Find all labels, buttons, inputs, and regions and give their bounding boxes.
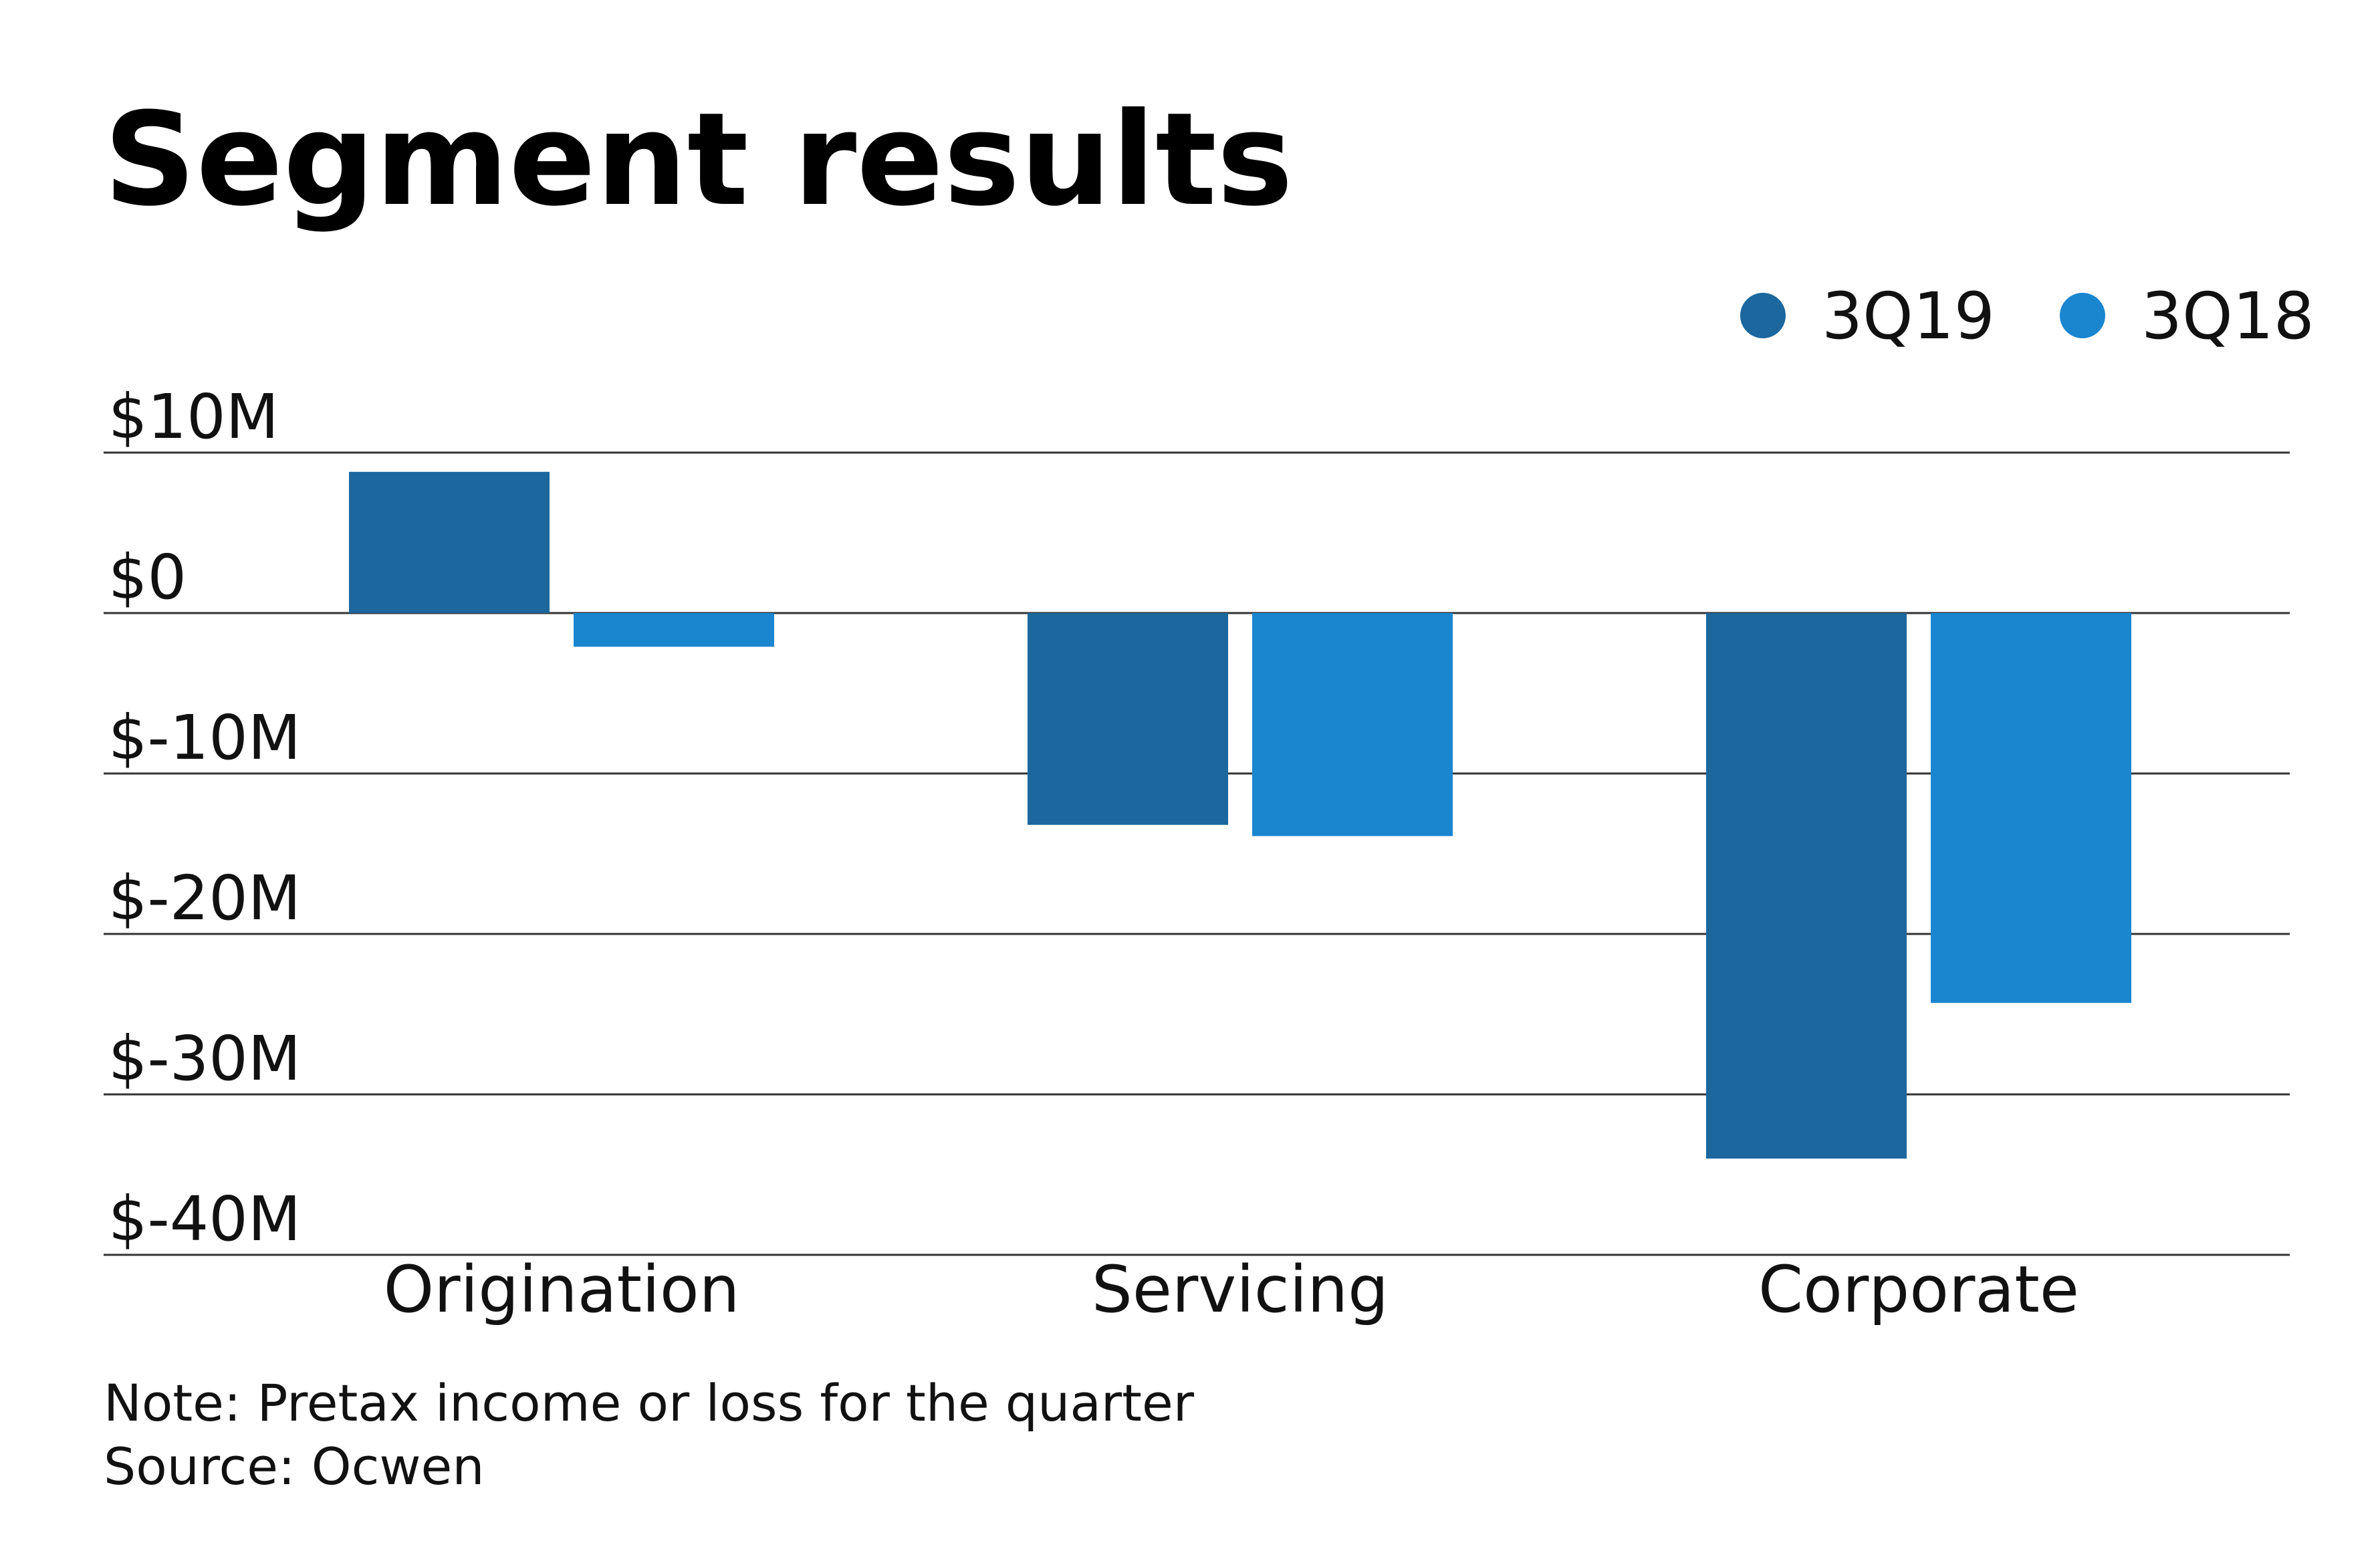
- legend-swatch: [1740, 293, 1786, 338]
- category-label: Corporate: [1758, 1252, 2079, 1327]
- bar-3q19-corporate: [1706, 613, 1907, 1159]
- y-tick-labels: $10M $0 $-10M $-20M $-30M $-40M: [108, 381, 301, 1255]
- legend-swatch: [2060, 293, 2105, 338]
- y-tick-label: $10M: [108, 381, 279, 453]
- y-tick-label: $0: [108, 542, 187, 613]
- category-label: Servicing: [1092, 1252, 1389, 1327]
- footer-source: Source: Ocwen: [104, 1437, 484, 1496]
- bar-3q18-servicing: [1252, 613, 1453, 836]
- footer-note: Note: Pretax income or loss for the quar…: [104, 1373, 1195, 1433]
- bar-3q19-servicing: [1028, 613, 1228, 825]
- bar-3q18-corporate: [1931, 613, 2131, 1003]
- bar-3q18-origination: [574, 613, 774, 647]
- category-label: Origination: [384, 1252, 740, 1327]
- legend: 3Q19 3Q18: [1740, 279, 2314, 354]
- legend-label: 3Q19: [1822, 279, 1995, 354]
- bars: [349, 471, 2131, 1159]
- y-tick-label: $-40M: [108, 1183, 301, 1255]
- y-tick-label: $-30M: [108, 1023, 301, 1094]
- y-tick-label: $-20M: [108, 862, 301, 934]
- chart-title: Segment results: [104, 86, 1293, 235]
- bar-3q19-origination: [349, 471, 550, 613]
- category-labels: Origination Servicing Corporate: [384, 1252, 2079, 1327]
- y-tick-label: $-10M: [108, 702, 301, 773]
- legend-label: 3Q18: [2141, 279, 2314, 354]
